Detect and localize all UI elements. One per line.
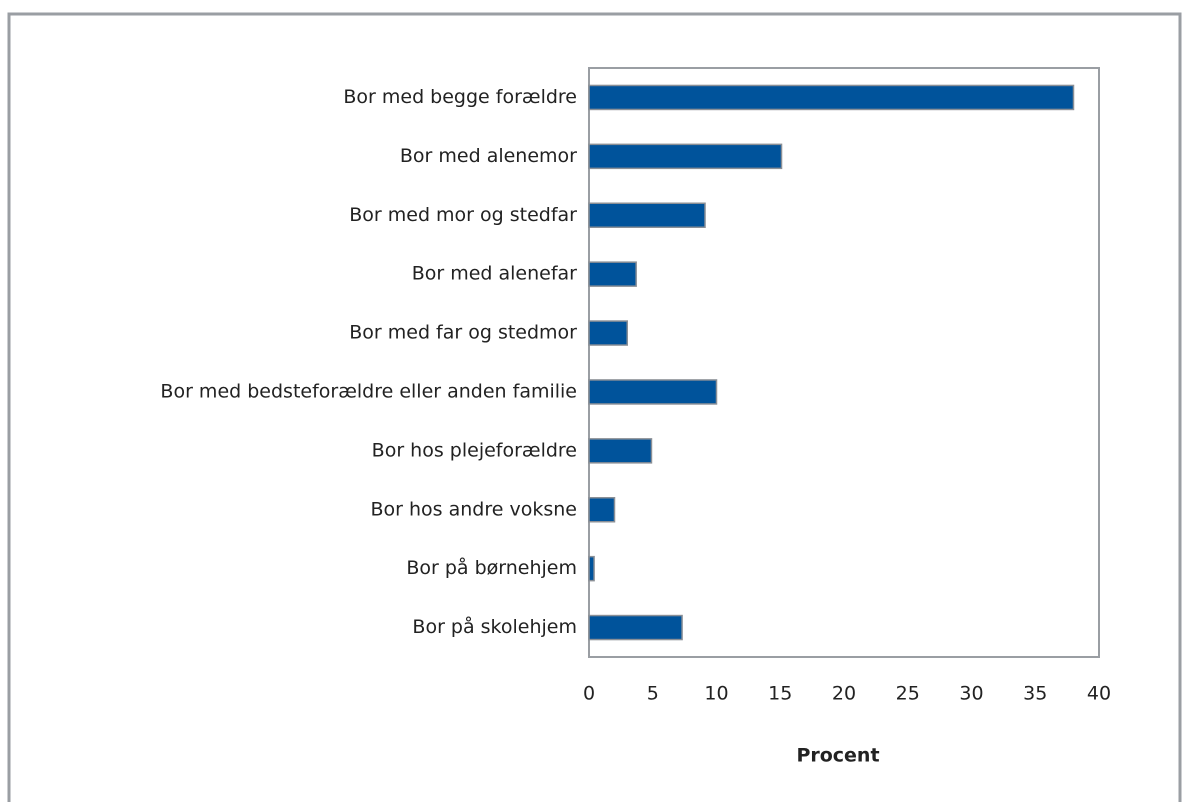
y-tick-label: Bor med far og stedmor bbox=[349, 322, 577, 344]
bar bbox=[588, 143, 783, 170]
bar bbox=[588, 84, 1075, 111]
bar bbox=[588, 555, 595, 582]
x-tick-label: 5 bbox=[647, 683, 659, 705]
x-tick-label: 35 bbox=[1023, 683, 1047, 705]
y-tick-label: Bor med mor og stedfar bbox=[349, 204, 577, 226]
bar bbox=[588, 320, 628, 346]
y-tick-label: Bor på skolehjem bbox=[412, 615, 577, 638]
x-tick-label: 15 bbox=[768, 683, 792, 705]
x-tick-label: 40 bbox=[1087, 683, 1111, 705]
y-tick-label: Bor med bedsteforældre eller anden famil… bbox=[160, 380, 577, 402]
y-tick-label: Bor hos plejeforældre bbox=[372, 439, 577, 461]
y-tick-label: Bor med alenemor bbox=[400, 145, 577, 167]
bar bbox=[588, 379, 718, 405]
x-tick-label: 20 bbox=[832, 683, 856, 705]
y-tick-label: Bor med alenefar bbox=[412, 263, 577, 285]
y-tick-label: Bor med begge forældre bbox=[343, 86, 577, 108]
frame bbox=[7, 12, 1182, 802]
bar bbox=[588, 497, 616, 523]
x-tick-label: 30 bbox=[959, 683, 983, 705]
bar bbox=[588, 614, 683, 641]
y-tick-label: Bor på børnehjem bbox=[406, 556, 577, 579]
bar bbox=[588, 438, 653, 464]
x-axis-title: Procent bbox=[796, 745, 879, 767]
bar bbox=[588, 261, 637, 287]
plot-area bbox=[588, 67, 1100, 658]
x-tick-label: 0 bbox=[583, 683, 595, 705]
x-tick-label: 10 bbox=[704, 683, 728, 705]
x-tick-label: 25 bbox=[896, 683, 920, 705]
bar bbox=[588, 202, 706, 228]
y-tick-label: Bor hos andre voksne bbox=[371, 498, 578, 520]
